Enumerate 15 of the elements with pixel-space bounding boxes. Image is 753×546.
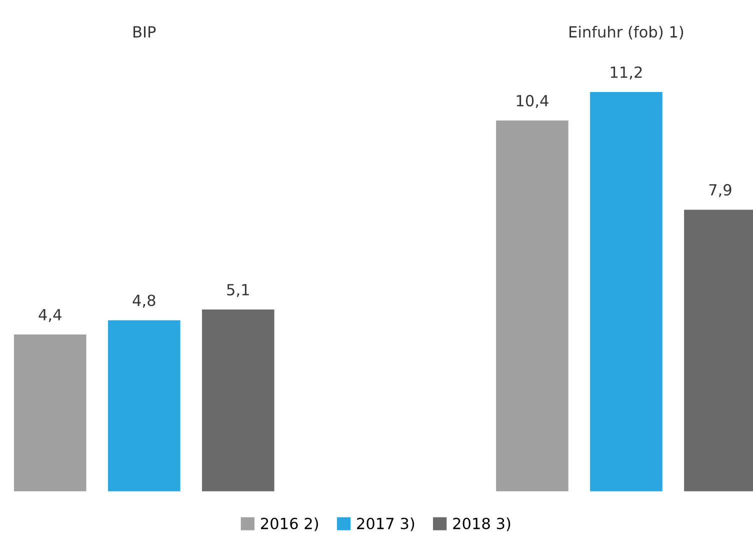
data-label: 4,8 — [132, 294, 156, 308]
bar — [590, 92, 662, 492]
bar — [496, 120, 568, 492]
bar — [14, 334, 86, 492]
data-label: 7,9 — [709, 184, 732, 198]
x-tick-label: Einfuhr (fob) 1) — [570, 26, 684, 40]
legend-label: 2016 2) — [260, 517, 318, 532]
x-tick-label: BIP — [134, 26, 156, 38]
data-label: 10,4 — [516, 94, 548, 108]
bar — [108, 320, 180, 492]
legend-label: 2018 3) — [453, 517, 510, 532]
data-label: 4,4 — [38, 309, 62, 322]
data-label: 11,2 — [610, 66, 642, 80]
legend-label: 2017 3) — [357, 517, 414, 532]
data-label: 5,1 — [227, 284, 249, 298]
